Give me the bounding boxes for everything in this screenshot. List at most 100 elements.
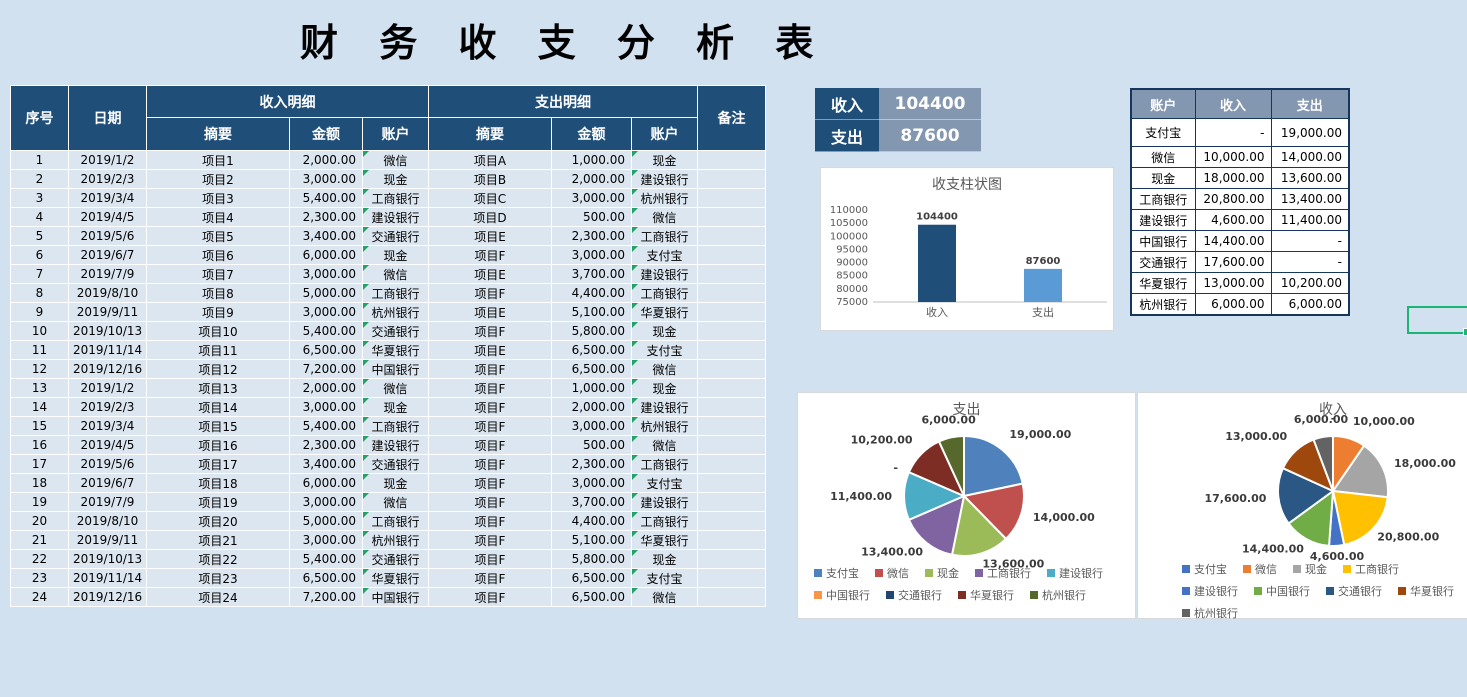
expense-summary-cell[interactable]: 项目E [428, 226, 552, 246]
remark-cell[interactable] [697, 207, 766, 227]
col-header-income-summary[interactable]: 摘要 [146, 117, 290, 151]
remark-cell[interactable] [697, 283, 766, 303]
date-cell[interactable]: 2019/7/9 [68, 492, 147, 512]
expense-summary-cell[interactable]: 项目F [428, 245, 552, 265]
income-summary-cell[interactable]: 项目22 [146, 549, 290, 569]
expense-amount-cell[interactable]: 6,500.00 [551, 587, 632, 607]
income-amount-cell[interactable]: 2,300.00 [289, 435, 363, 455]
income-pie-panel[interactable]: 收入 - 10,000.00 18,000.00 20,800.00 4,600.00 1… [1137, 392, 1467, 620]
income-summary-cell[interactable]: 项目8 [146, 283, 290, 303]
date-cell[interactable]: 2019/2/3 [68, 169, 147, 189]
date-cell[interactable]: 2019/5/6 [68, 226, 147, 246]
expense-account-cell[interactable]: 现金 [631, 150, 698, 170]
income-amount-cell[interactable]: 2,000.00 [289, 150, 363, 170]
date-cell[interactable]: 2019/8/10 [68, 511, 147, 531]
expense-amount-cell[interactable]: 6,500.00 [551, 359, 632, 379]
income-amount-cell[interactable]: 5,400.00 [289, 188, 363, 208]
remark-cell[interactable] [697, 169, 766, 189]
income-amount-cell[interactable]: 3,000.00 [289, 302, 363, 322]
income-account-cell[interactable]: 杭州银行 [362, 302, 429, 322]
no-cell[interactable]: 14 [10, 397, 69, 417]
expense-account-cell[interactable]: 华夏银行 [631, 302, 698, 322]
expense-account-cell[interactable]: 支付宝 [631, 568, 698, 588]
expense-summary-cell[interactable]: 项目F [428, 511, 552, 531]
date-cell[interactable]: 2019/12/16 [68, 587, 147, 607]
income-summary-cell[interactable]: 项目12 [146, 359, 290, 379]
account-income-cell[interactable]: 14,400.00 [1194, 230, 1272, 252]
date-cell[interactable]: 2019/4/5 [68, 207, 147, 227]
income-amount-cell[interactable]: 6,000.00 [289, 245, 363, 265]
expense-pie-panel[interactable]: 支出 19,000.00 14,000.00 13,600.00 13,400.00 1… [797, 392, 1136, 619]
no-cell[interactable]: 11 [10, 340, 69, 360]
expense-account-cell[interactable]: 杭州银行 [631, 188, 698, 208]
date-cell[interactable]: 2019/12/16 [68, 359, 147, 379]
account-name-cell[interactable]: 杭州银行 [1130, 293, 1196, 316]
expense-account-cell[interactable]: 支付宝 [631, 473, 698, 493]
expense-summary-cell[interactable]: 项目E [428, 264, 552, 284]
no-cell[interactable]: 2 [10, 169, 69, 189]
expense-amount-cell[interactable]: 3,700.00 [551, 264, 632, 284]
account-income-cell[interactable]: 13,000.00 [1194, 272, 1272, 294]
income-summary-cell[interactable]: 项目3 [146, 188, 290, 208]
no-cell[interactable]: 20 [10, 511, 69, 531]
account-expense-cell[interactable]: - [1270, 251, 1350, 273]
remark-cell[interactable] [697, 359, 766, 379]
expense-summary-cell[interactable]: 项目E [428, 302, 552, 322]
expense-amount-cell[interactable]: 2,000.00 [551, 397, 632, 417]
expense-account-cell[interactable]: 工商银行 [631, 283, 698, 303]
account-income-header[interactable]: 收入 [1194, 88, 1272, 119]
no-cell[interactable]: 12 [10, 359, 69, 379]
expense-total-label[interactable]: 支出 [815, 120, 879, 152]
expense-account-cell[interactable]: 杭州银行 [631, 416, 698, 436]
account-expense-cell[interactable]: 19,000.00 [1270, 118, 1350, 147]
expense-amount-cell[interactable]: 4,400.00 [551, 283, 632, 303]
expense-account-cell[interactable]: 建设银行 [631, 264, 698, 284]
account-name-cell[interactable]: 微信 [1130, 146, 1196, 168]
date-cell[interactable]: 2019/11/14 [68, 568, 147, 588]
income-summary-cell[interactable]: 项目21 [146, 530, 290, 550]
income-amount-cell[interactable]: 6,500.00 [289, 340, 363, 360]
expense-amount-cell[interactable]: 2,300.00 [551, 454, 632, 474]
income-amount-cell[interactable]: 3,000.00 [289, 169, 363, 189]
expense-account-cell[interactable]: 微信 [631, 435, 698, 455]
expense-amount-cell[interactable]: 3,000.00 [551, 473, 632, 493]
income-amount-cell[interactable]: 3,000.00 [289, 492, 363, 512]
expense-amount-cell[interactable]: 3,000.00 [551, 416, 632, 436]
income-amount-cell[interactable]: 3,400.00 [289, 226, 363, 246]
expense-summary-cell[interactable]: 项目F [428, 378, 552, 398]
date-cell[interactable]: 2019/5/6 [68, 454, 147, 474]
expense-summary-cell[interactable]: 项目B [428, 169, 552, 189]
expense-account-cell[interactable]: 微信 [631, 207, 698, 227]
remark-cell[interactable] [697, 416, 766, 436]
date-cell[interactable]: 2019/10/13 [68, 549, 147, 569]
income-account-cell[interactable]: 微信 [362, 378, 429, 398]
bar-chart-panel[interactable]: 收支柱状图 110000 105000 100000 95000 90000 85000 8… [820, 167, 1114, 331]
account-name-cell[interactable]: 中国银行 [1130, 230, 1196, 252]
expense-summary-cell[interactable]: 项目F [428, 321, 552, 341]
expense-amount-cell[interactable]: 3,000.00 [551, 188, 632, 208]
income-amount-cell[interactable]: 5,400.00 [289, 321, 363, 341]
income-summary-cell[interactable]: 项目5 [146, 226, 290, 246]
income-account-cell[interactable]: 建设银行 [362, 435, 429, 455]
account-name-cell[interactable]: 交通银行 [1130, 251, 1196, 273]
income-amount-cell[interactable]: 3,000.00 [289, 264, 363, 284]
no-cell[interactable]: 1 [10, 150, 69, 170]
date-cell[interactable]: 2019/9/11 [68, 530, 147, 550]
income-summary-cell[interactable]: 项目24 [146, 587, 290, 607]
income-account-cell[interactable]: 交通银行 [362, 321, 429, 341]
no-cell[interactable]: 5 [10, 226, 69, 246]
expense-summary-cell[interactable]: 项目A [428, 150, 552, 170]
no-cell[interactable]: 9 [10, 302, 69, 322]
remark-cell[interactable] [697, 226, 766, 246]
expense-account-cell[interactable]: 微信 [631, 359, 698, 379]
expense-account-cell[interactable]: 建设银行 [631, 397, 698, 417]
no-cell[interactable]: 13 [10, 378, 69, 398]
income-summary-cell[interactable]: 项目14 [146, 397, 290, 417]
col-header-expense-amount[interactable]: 金额 [551, 117, 632, 151]
remark-cell[interactable] [697, 530, 766, 550]
account-name-cell[interactable]: 现金 [1130, 167, 1196, 189]
expense-amount-cell[interactable]: 5,100.00 [551, 530, 632, 550]
no-cell[interactable]: 8 [10, 283, 69, 303]
no-cell[interactable]: 24 [10, 587, 69, 607]
remark-cell[interactable] [697, 454, 766, 474]
